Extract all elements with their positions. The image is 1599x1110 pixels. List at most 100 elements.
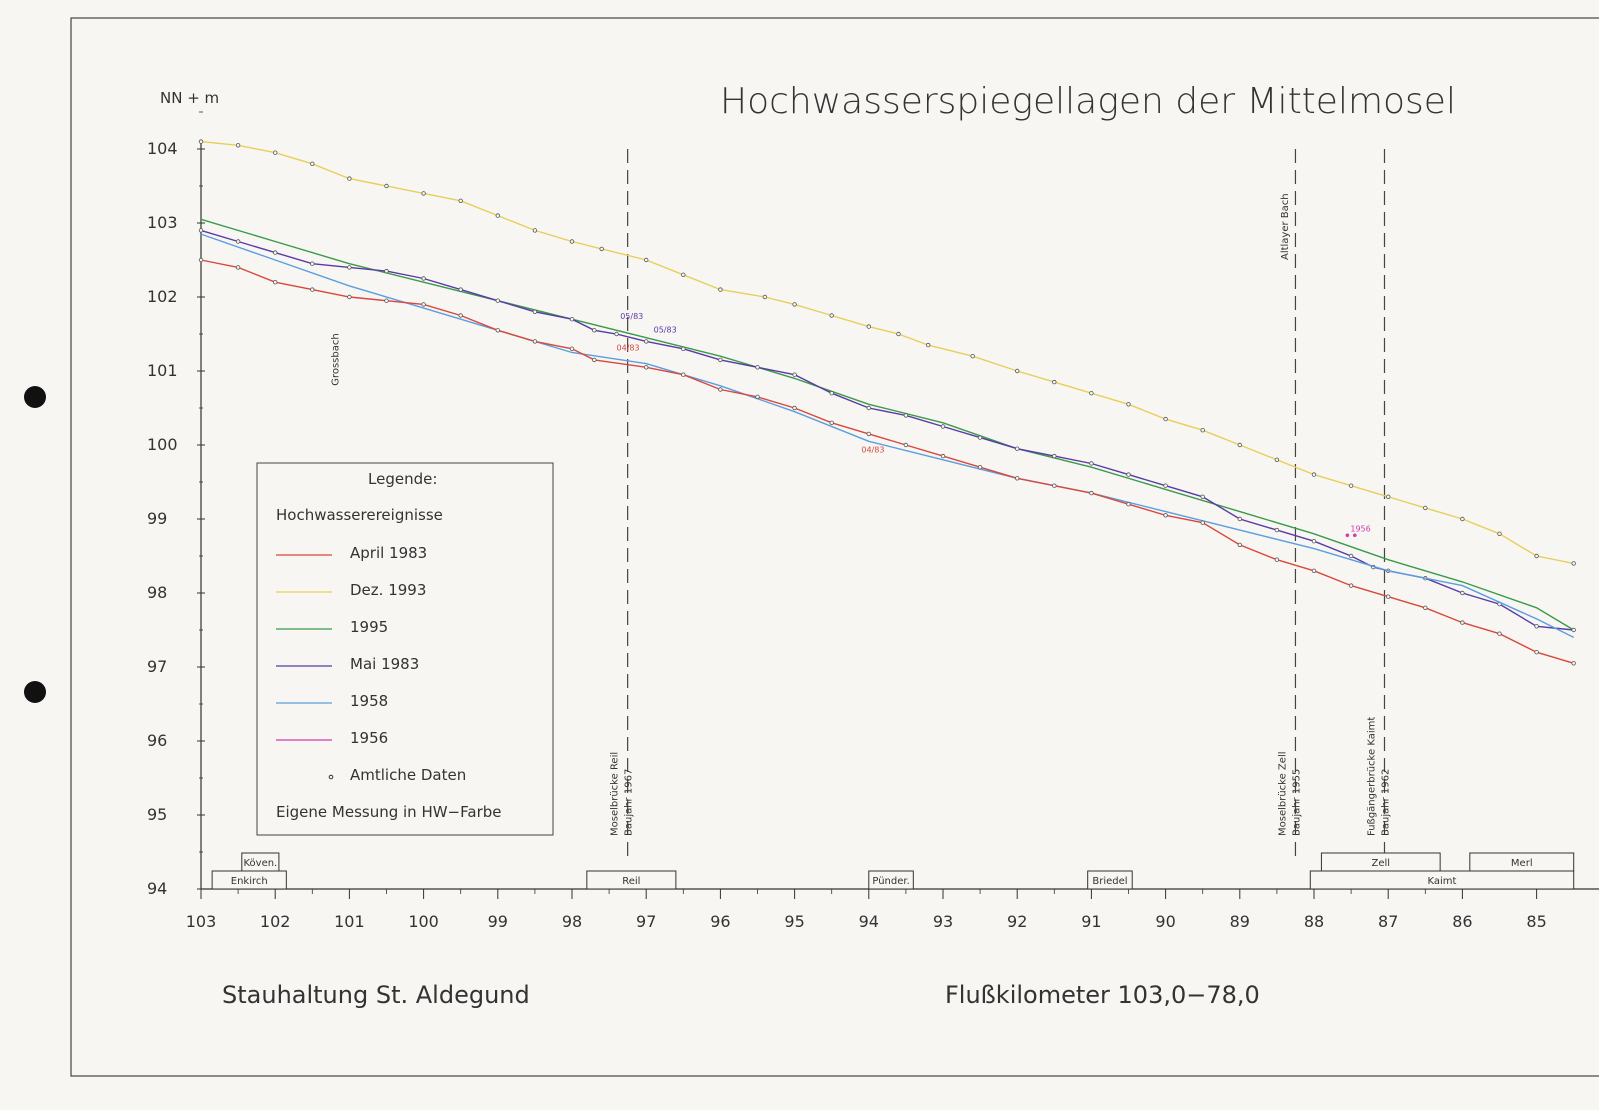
place-label: Merl — [1511, 858, 1533, 869]
x-tick-label: 87 — [1378, 912, 1398, 931]
x-tick-label: 101 — [334, 912, 365, 931]
data-point — [198, 228, 204, 233]
data-point — [925, 342, 931, 348]
data-point — [1497, 531, 1502, 536]
y-tick-label: 95 — [147, 805, 167, 824]
series-lines: 1956 — [198, 139, 1576, 666]
data-point — [1311, 539, 1317, 544]
data-point — [896, 331, 901, 337]
x-tick-label: 93 — [933, 912, 953, 931]
legend-title: Legende: — [368, 470, 437, 488]
data-point — [273, 150, 278, 155]
data-point — [1052, 483, 1057, 488]
series-annotation: 04/83 — [861, 445, 884, 454]
bridge-marker-label: Baujahr 1955 — [1291, 769, 1302, 836]
y-axis-label: NN + m — [160, 89, 219, 107]
data-point — [681, 372, 686, 377]
data-point — [458, 287, 463, 292]
data-point — [866, 431, 871, 437]
x-tick-label: 99 — [488, 912, 508, 931]
data-point — [458, 313, 463, 318]
place-label: Pünder. — [872, 876, 909, 887]
legend-entries: April 1983 Dez. 1993 1995 Mai 1983 1958 1956 — [276, 544, 427, 747]
data-point — [762, 294, 768, 300]
data-point — [310, 161, 315, 166]
punch-hole — [24, 681, 46, 703]
data-point — [977, 435, 983, 440]
data-point — [532, 339, 538, 344]
data-point — [532, 309, 538, 314]
x-tick-label: 96 — [710, 912, 730, 931]
data-point — [1126, 402, 1131, 407]
data-point — [940, 453, 946, 459]
data-point — [347, 176, 352, 181]
data-point — [681, 346, 686, 351]
data-point — [644, 339, 649, 344]
series-line — [200, 233, 1575, 639]
data-point — [614, 331, 619, 337]
data-point — [235, 265, 241, 270]
bridge-marker-label: Fußgängerbrücke Kaimt — [1366, 717, 1377, 836]
data-point — [592, 357, 597, 363]
data-point — [644, 365, 649, 370]
series-annotation: 04/83 — [617, 343, 640, 352]
data-point — [495, 328, 500, 333]
legend-marker-label: Amtliche Daten — [350, 766, 466, 784]
data-point — [421, 302, 426, 307]
data-point — [1015, 368, 1020, 374]
place-box — [1309, 870, 1575, 890]
data-point — [1200, 428, 1205, 433]
data-point — [1460, 620, 1465, 625]
place-label: Kaimt — [1428, 876, 1457, 887]
legend-entry-label: 1958 — [350, 692, 388, 710]
x-tick-label: 97 — [636, 912, 656, 931]
data-point — [347, 265, 352, 270]
data-point — [903, 413, 909, 418]
data-point — [718, 387, 723, 392]
x-tick-label: 90 — [1155, 912, 1175, 931]
place-box — [868, 870, 914, 890]
extra-data-point — [1353, 533, 1357, 538]
y-tick-label: 101 — [147, 361, 178, 380]
data-point — [569, 239, 575, 244]
data-point — [421, 191, 426, 196]
place-label: Enkirch — [231, 876, 268, 887]
vertical-markers: Moselbrücke Reil Baujahr 1967 Moselbrücke … — [330, 149, 1391, 860]
extra-point-label: 1956 — [1350, 524, 1370, 533]
data-point — [1163, 416, 1168, 422]
series-line — [200, 259, 1574, 664]
data-point — [1385, 494, 1391, 499]
x-tick-label: 95 — [784, 912, 804, 931]
sheet-frame — [70, 17, 1599, 1077]
legend-heading: Hochwasserereignisse — [276, 506, 443, 524]
data-point — [1200, 520, 1205, 525]
data-point — [1571, 561, 1576, 566]
data-point — [1274, 457, 1280, 462]
stream-label: Altlayer Bach — [1280, 193, 1291, 260]
chart-title: Hochwasserspiegellagen der Mittelmosel — [720, 81, 1456, 122]
data-point — [198, 139, 204, 144]
y-tick-label: 100 — [147, 435, 178, 454]
data-point — [718, 357, 723, 363]
data-point — [1571, 627, 1576, 633]
place-boxes: Köven. Enkirch Reil Pünder. Briedel Zell Merl K… — [211, 852, 1575, 890]
data-point — [569, 346, 575, 351]
data-point — [681, 272, 686, 277]
y-tick-label: 98 — [147, 583, 167, 602]
bridge-marker-label: Moselbrücke Reil — [610, 752, 621, 836]
data-point — [1534, 650, 1539, 655]
series-line — [200, 140, 1574, 565]
place-box — [1087, 870, 1133, 890]
data-point — [1460, 590, 1465, 596]
data-point — [198, 257, 204, 263]
bridge-marker-label: Baujahr 1962 — [1380, 769, 1391, 836]
data-point — [495, 298, 500, 303]
data-point — [1497, 631, 1502, 636]
y-tick-label: 96 — [147, 731, 167, 750]
y-tick-label: 97 — [147, 657, 167, 676]
data-point — [458, 198, 463, 203]
data-point — [829, 391, 834, 396]
place-box — [586, 870, 677, 890]
